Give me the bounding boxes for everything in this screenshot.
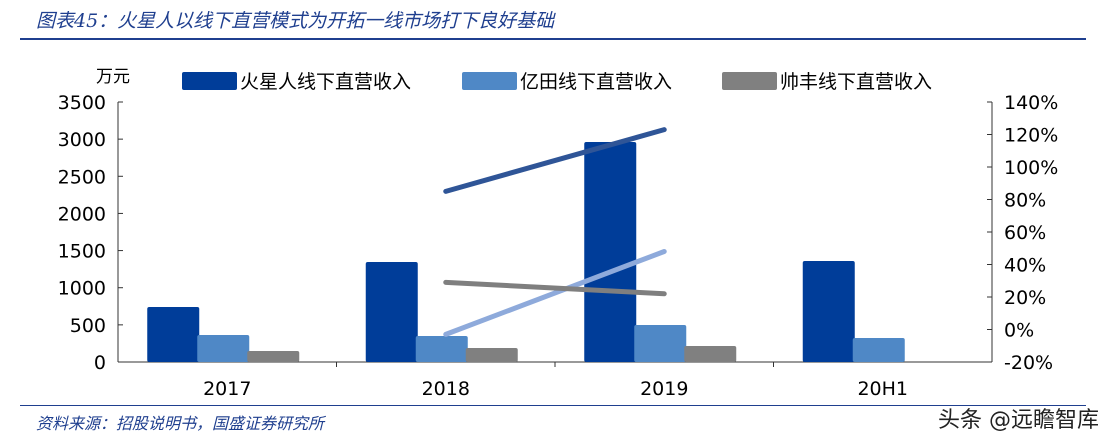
left-tick-label: 2000 — [58, 203, 106, 225]
legend-swatch-0 — [182, 72, 237, 90]
right-tick-label: 0% — [1004, 320, 1034, 342]
right-tick-label: 60% — [1004, 222, 1046, 244]
x-tick-label: 2018 — [422, 378, 470, 400]
left-tick-label: 3000 — [58, 129, 106, 151]
watermark: 头条 @远瞻智库 — [938, 408, 1099, 433]
bar-1 — [634, 325, 687, 362]
right-tick-label: 80% — [1004, 190, 1046, 212]
right-tick-label: -20% — [1004, 352, 1053, 374]
right-tick-label: 20% — [1004, 287, 1046, 309]
legend-label-2: 帅丰线下直营收入 — [780, 71, 932, 93]
growth-line-1 — [443, 249, 667, 337]
bar-0 — [365, 262, 418, 362]
left-tick-label: 1500 — [58, 241, 106, 263]
bar-0 — [802, 261, 855, 362]
legend-swatch-2 — [722, 72, 777, 90]
left-tick-label: 2500 — [58, 166, 106, 188]
source-note: 资料来源：招股说明书，国盛证券研究所 — [36, 414, 325, 433]
bar-2 — [684, 346, 737, 362]
bar-2 — [247, 351, 300, 362]
x-tick-label: 20H1 — [857, 378, 908, 400]
legend-swatch-1 — [462, 72, 517, 90]
legend-label-0: 火星人线下直营收入 — [240, 71, 411, 93]
bar-0 — [147, 307, 200, 362]
y-axis-unit: 万元 — [96, 67, 130, 87]
growth-line-0 — [443, 127, 667, 194]
right-tick-label: 40% — [1004, 255, 1046, 277]
title-rule — [20, 38, 1086, 40]
left-tick-label: 1000 — [58, 278, 106, 300]
right-tick-label: 100% — [1004, 157, 1058, 179]
bar-1 — [852, 338, 905, 362]
growth-line-2 — [443, 279, 667, 297]
bar-0 — [584, 142, 637, 362]
left-tick-label: 3500 — [58, 92, 106, 114]
left-tick-label: 500 — [70, 315, 106, 337]
right-tick-label: 140% — [1004, 92, 1058, 114]
x-tick-label: 2017 — [203, 378, 251, 400]
legend-label-1: 亿田线下直营收入 — [520, 71, 672, 93]
figure-title: 图表45：火星人以线下直营模式为开拓一线市场打下良好基础 — [36, 10, 555, 32]
bar-1 — [197, 335, 250, 362]
bar-1 — [415, 336, 468, 362]
bar-2 — [465, 348, 518, 362]
left-tick-label: 0 — [94, 352, 106, 374]
source-rule — [20, 405, 1086, 406]
x-tick-label: 2019 — [640, 378, 688, 400]
right-tick-label: 120% — [1004, 125, 1058, 147]
